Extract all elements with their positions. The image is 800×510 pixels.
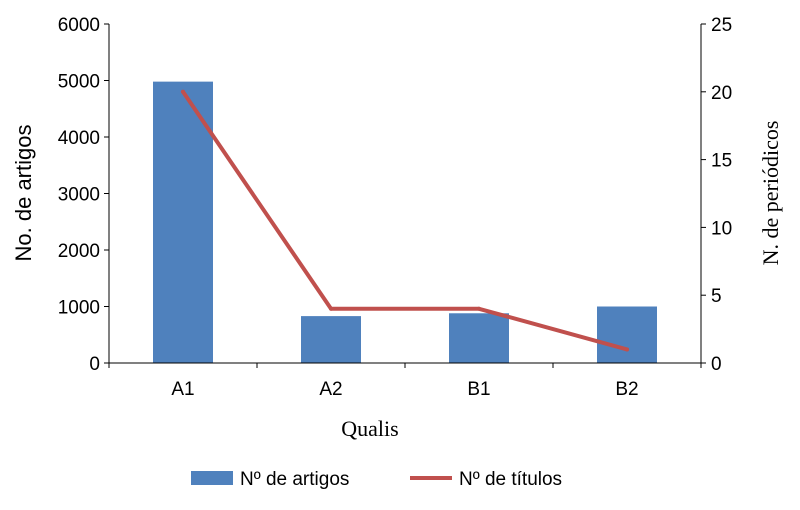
y-axis-title: No. de artigos bbox=[11, 125, 36, 262]
line-point-A2 bbox=[329, 306, 333, 311]
bar-B2 bbox=[597, 306, 657, 363]
left-axis-ticks: 0 1000 2000 3000 4000 5000 6000 bbox=[58, 15, 109, 375]
right-axis-ticks: 0 5 10 15 20 25 bbox=[701, 15, 732, 375]
y2-tick-label: 0 bbox=[711, 354, 722, 375]
y-tick-label: 4000 bbox=[58, 128, 100, 149]
x-tick-label: A1 bbox=[171, 379, 194, 400]
y-tick-label: 6000 bbox=[58, 15, 100, 36]
y2-axis-title: N. de periódicos bbox=[758, 121, 783, 266]
line-point-B2 bbox=[625, 347, 629, 352]
legend: Nº de artigos Nº de títulos bbox=[191, 469, 562, 490]
y-tick-label: 0 bbox=[89, 354, 100, 375]
line-series bbox=[181, 89, 629, 352]
legend-swatch-bar bbox=[191, 471, 233, 485]
legend-label-line: Nº de títulos bbox=[459, 469, 562, 490]
y-tick-label: 5000 bbox=[58, 72, 100, 93]
y2-tick-label: 25 bbox=[711, 15, 732, 36]
bar-A2 bbox=[301, 316, 361, 363]
x-tick-label: A2 bbox=[319, 379, 342, 400]
line-point-B1 bbox=[477, 306, 481, 311]
x-axis-title: Qualis bbox=[341, 416, 398, 441]
x-tick-label: B2 bbox=[615, 379, 638, 400]
y2-tick-label: 5 bbox=[711, 286, 722, 307]
y2-tick-label: 20 bbox=[711, 83, 732, 104]
bar-A1 bbox=[153, 81, 213, 363]
bar-series bbox=[153, 81, 657, 363]
bar-B1 bbox=[449, 313, 509, 363]
x-tick-label: B1 bbox=[467, 379, 490, 400]
legend-label-bar: Nº de artigos bbox=[240, 469, 349, 490]
line-point-A1 bbox=[181, 89, 185, 94]
x-axis-ticks: A1 A2 B1 B2 bbox=[108, 363, 702, 400]
y-tick-label: 3000 bbox=[58, 185, 100, 206]
y2-tick-label: 15 bbox=[711, 151, 732, 172]
y2-tick-label: 10 bbox=[711, 218, 732, 239]
y-tick-label: 1000 bbox=[58, 298, 100, 319]
line-titulos bbox=[181, 89, 629, 352]
y-tick-label: 2000 bbox=[58, 241, 100, 262]
